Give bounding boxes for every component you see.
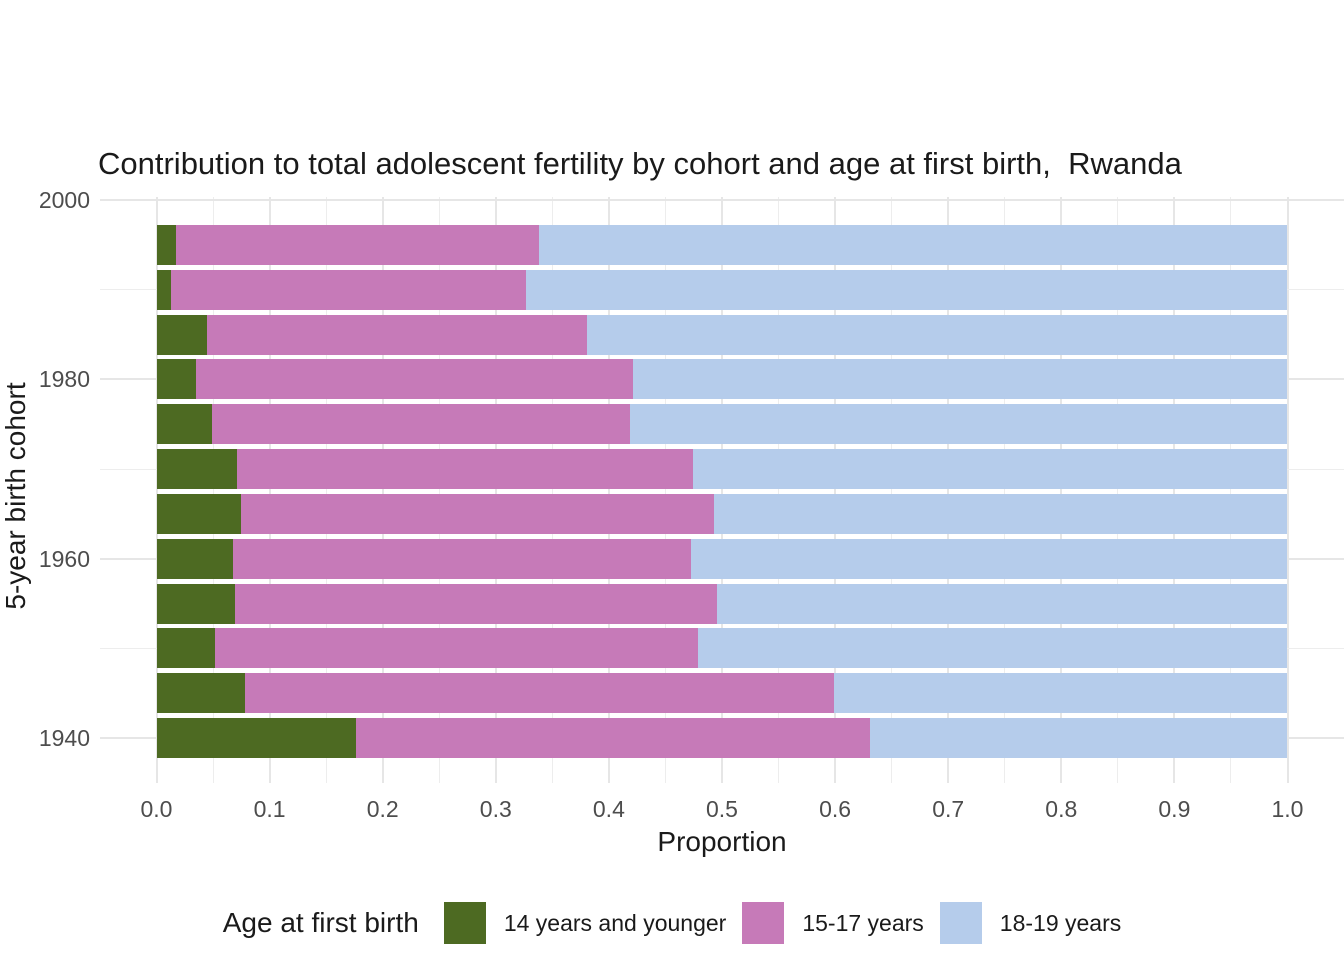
bar-segment <box>156 673 245 714</box>
x-tick-label: 0.6 <box>819 796 852 822</box>
bar-segment <box>171 269 527 310</box>
x-tick-label: 0.0 <box>140 796 173 822</box>
bar-segment <box>587 314 1288 355</box>
gridline-x-minor <box>438 197 440 783</box>
bar-segment <box>691 538 1288 579</box>
bar-segment <box>156 269 172 310</box>
gridline-x-minor <box>212 197 214 783</box>
bar-segment <box>156 404 212 445</box>
x-tick-label: 0.2 <box>366 796 399 822</box>
bar-segment <box>175 224 539 265</box>
legend-swatch <box>742 902 785 944</box>
gridline-x-minor <box>325 197 327 783</box>
gridline-x-major <box>381 197 384 783</box>
bar-segment <box>156 628 216 669</box>
bar-segment <box>236 449 693 489</box>
x-tick-label: 0.7 <box>932 796 965 822</box>
legend-item-label: 15-17 years <box>802 909 924 936</box>
x-tick-label: 0.4 <box>592 796 625 822</box>
bar-segment <box>156 224 176 265</box>
bar-segment <box>233 538 692 579</box>
bar-segment <box>538 224 1288 265</box>
gridline-x-minor <box>778 197 780 783</box>
gridline-x-major <box>721 197 723 783</box>
bar-segment <box>234 583 718 624</box>
gridline-x-major <box>947 197 950 783</box>
bar-segment <box>244 673 834 714</box>
x-tick-label: 0.5 <box>706 796 738 822</box>
bar-segment <box>714 493 1288 534</box>
bar-segment <box>698 628 1288 669</box>
legend-swatch <box>443 902 486 944</box>
x-tick-label: 0.3 <box>479 796 512 822</box>
legend-title: Age at first birth <box>222 907 419 938</box>
gridline-x-minor <box>551 197 553 783</box>
bar-segment <box>215 628 699 669</box>
x-tick-label: 0.9 <box>1158 796 1191 822</box>
bar-segment <box>207 314 588 355</box>
gridline-x-minor <box>664 197 666 783</box>
bar-segment <box>211 404 631 445</box>
legend: Age at first birth 14 years and younger 1… <box>0 896 1344 950</box>
bar-segment <box>526 269 1288 310</box>
legend-item-label: 18-19 years <box>999 909 1122 936</box>
gridline-x-major <box>834 197 837 783</box>
bar-segment <box>196 359 633 400</box>
gridline-x-major <box>494 197 497 783</box>
y-axis-title: 5-year birth cohort <box>0 382 31 610</box>
gridline-x-minor <box>1004 197 1006 783</box>
bar-segment <box>156 718 356 758</box>
gridline-y-major <box>100 199 1344 201</box>
bar-segment <box>156 314 208 355</box>
legend-item: 18-19 years <box>924 902 1121 944</box>
chart-title: Contribution to total adolescent fertili… <box>98 146 1182 181</box>
gridline-x-major <box>268 197 271 783</box>
gridline-x-major <box>1060 197 1063 783</box>
bar-segment <box>833 673 1288 714</box>
bar-segment <box>870 718 1288 758</box>
gridline-x-major <box>1173 197 1176 783</box>
x-axis-title: Proportion <box>657 826 787 857</box>
gridline-x-minor <box>1117 197 1119 783</box>
gridline-x-major <box>155 197 158 783</box>
bar-segment <box>355 718 871 758</box>
bar-segment <box>630 404 1288 445</box>
legend-swatch <box>939 902 982 944</box>
legend-item: 14 years and younger <box>428 902 727 944</box>
x-tick-label: 0.8 <box>1045 796 1078 822</box>
legend-item: 15-17 years <box>726 902 924 944</box>
bar-segment <box>241 493 715 534</box>
x-tick-label: 0.1 <box>253 796 286 822</box>
bar-segment <box>717 583 1288 624</box>
bar-segment <box>156 359 197 400</box>
gridline-x-major <box>1286 197 1289 783</box>
bar-segment <box>156 493 242 534</box>
x-tick-label: 1.0 <box>1271 796 1304 822</box>
gridline-x-major <box>607 197 610 783</box>
bar-segment <box>156 449 237 489</box>
bar-segment <box>692 449 1288 489</box>
bar-segment <box>156 538 234 579</box>
gridline-x-minor <box>1230 197 1232 783</box>
bar-segment <box>156 583 235 624</box>
legend-item-label: 14 years and younger <box>503 909 727 936</box>
gridline-x-minor <box>891 197 893 783</box>
bar-segment <box>632 359 1288 400</box>
plot-panel <box>100 197 1344 783</box>
